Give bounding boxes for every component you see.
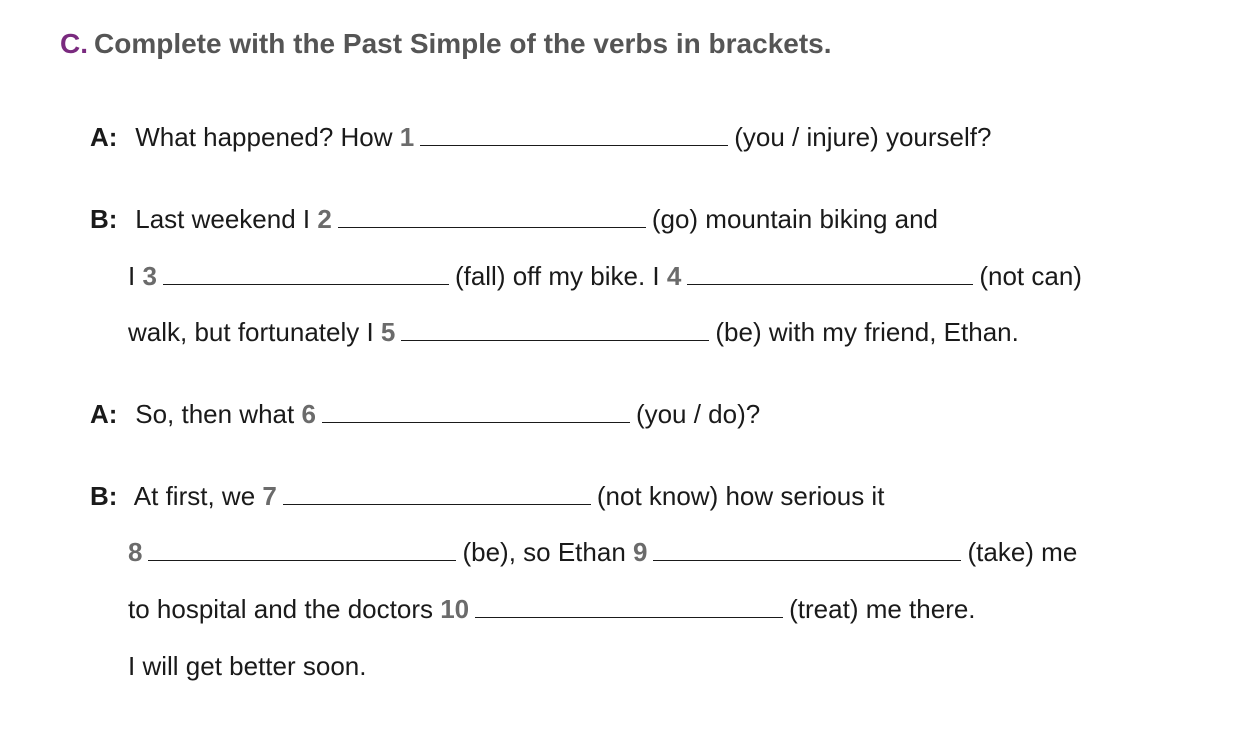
line-text: (not know) how serious it: [596, 481, 885, 511]
gap-5-blank[interactable]: [401, 318, 710, 341]
dialogue-line-8: to hospital and the doctors 10 (treat) me…: [128, 593, 976, 625]
line-text: (go) mountain biking and: [651, 204, 939, 234]
gap-number-4: 4: [666, 261, 682, 291]
exercise-instruction: Complete with the Past Simple of the ver…: [94, 28, 832, 59]
gap-1-blank[interactable]: [420, 123, 729, 146]
gap-7-blank[interactable]: [282, 482, 591, 505]
dialogue-line-6: B: At first, we 7 (not know) how serious …: [90, 480, 884, 512]
dialogue-line-9: I will get better soon.: [128, 650, 366, 682]
dialogue-line-7: 8 (be), so Ethan 9 (take) me: [128, 536, 1077, 568]
line-text: (you / injure) yourself?: [734, 122, 992, 152]
gap-9-blank[interactable]: [653, 538, 962, 561]
gap-6-blank[interactable]: [321, 400, 630, 423]
gap-10-blank[interactable]: [475, 595, 784, 618]
gap-number-10: 10: [440, 594, 470, 624]
dialogue-line-2: B: Last weekend I 2 (go) mountain biking …: [90, 203, 938, 235]
gap-number-7: 7: [262, 481, 277, 511]
gap-number-5: 5: [380, 317, 396, 347]
dialogue-line-3: I 3 (fall) off my bike. I 4 (not can): [128, 260, 1082, 292]
line-text: Last weekend I: [135, 204, 311, 234]
speaker-label: B:: [90, 204, 118, 234]
speaker-label: B:: [90, 481, 118, 511]
gap-number-1: 1: [399, 122, 415, 152]
exercise-heading: C. Complete with the Past Simple of the v…: [60, 28, 832, 60]
gap-number-8: 8: [128, 537, 143, 567]
line-text: (you / do)?: [635, 399, 761, 429]
gap-8-blank[interactable]: [148, 538, 457, 561]
line-text: (not can): [979, 261, 1082, 291]
line-text: I will get better soon.: [128, 651, 367, 681]
speaker-label: A:: [90, 122, 118, 152]
gap-4-blank[interactable]: [687, 262, 974, 285]
line-text: (be), so Ethan: [462, 537, 626, 567]
gap-2-blank[interactable]: [337, 205, 646, 228]
speaker-label: A:: [90, 399, 118, 429]
gap-number-3: 3: [142, 261, 157, 291]
dialogue-line-1: A: What happened? How 1 (you / injure) yo…: [90, 121, 991, 153]
gap-3-blank[interactable]: [162, 262, 449, 285]
line-text: (be) with my friend, Ethan.: [715, 317, 1019, 347]
line-text: (fall) off my bike. I: [454, 261, 660, 291]
gap-number-6: 6: [301, 399, 316, 429]
line-text: What happened? How: [135, 122, 393, 152]
line-text: At first, we: [133, 481, 256, 511]
gap-number-2: 2: [317, 204, 332, 234]
line-text: I: [128, 261, 136, 291]
line-text: walk, but fortunately I: [128, 317, 374, 347]
line-text: (take) me: [967, 537, 1078, 567]
dialogue-line-4: walk, but fortunately I 5 (be) with my fr…: [128, 316, 1019, 348]
line-text: (treat) me there.: [789, 594, 976, 624]
exercise-letter: C.: [60, 28, 88, 59]
dialogue-line-5: A: So, then what 6 (you / do)?: [90, 398, 760, 430]
gap-number-9: 9: [633, 537, 648, 567]
line-text: to hospital and the doctors: [128, 594, 433, 624]
line-text: So, then what: [135, 399, 295, 429]
